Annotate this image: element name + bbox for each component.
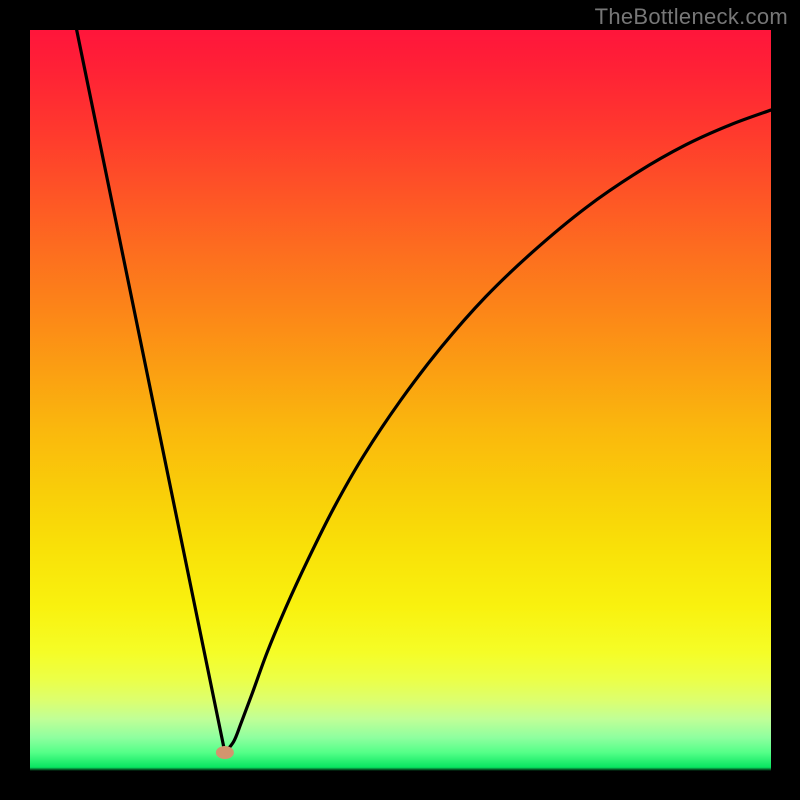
plot-area bbox=[30, 30, 771, 771]
watermark-text: TheBottleneck.com bbox=[595, 4, 788, 30]
chart-container: { "watermark": { "text": "TheBottleneck.… bbox=[0, 0, 800, 800]
plot-gradient-bg bbox=[30, 30, 771, 771]
